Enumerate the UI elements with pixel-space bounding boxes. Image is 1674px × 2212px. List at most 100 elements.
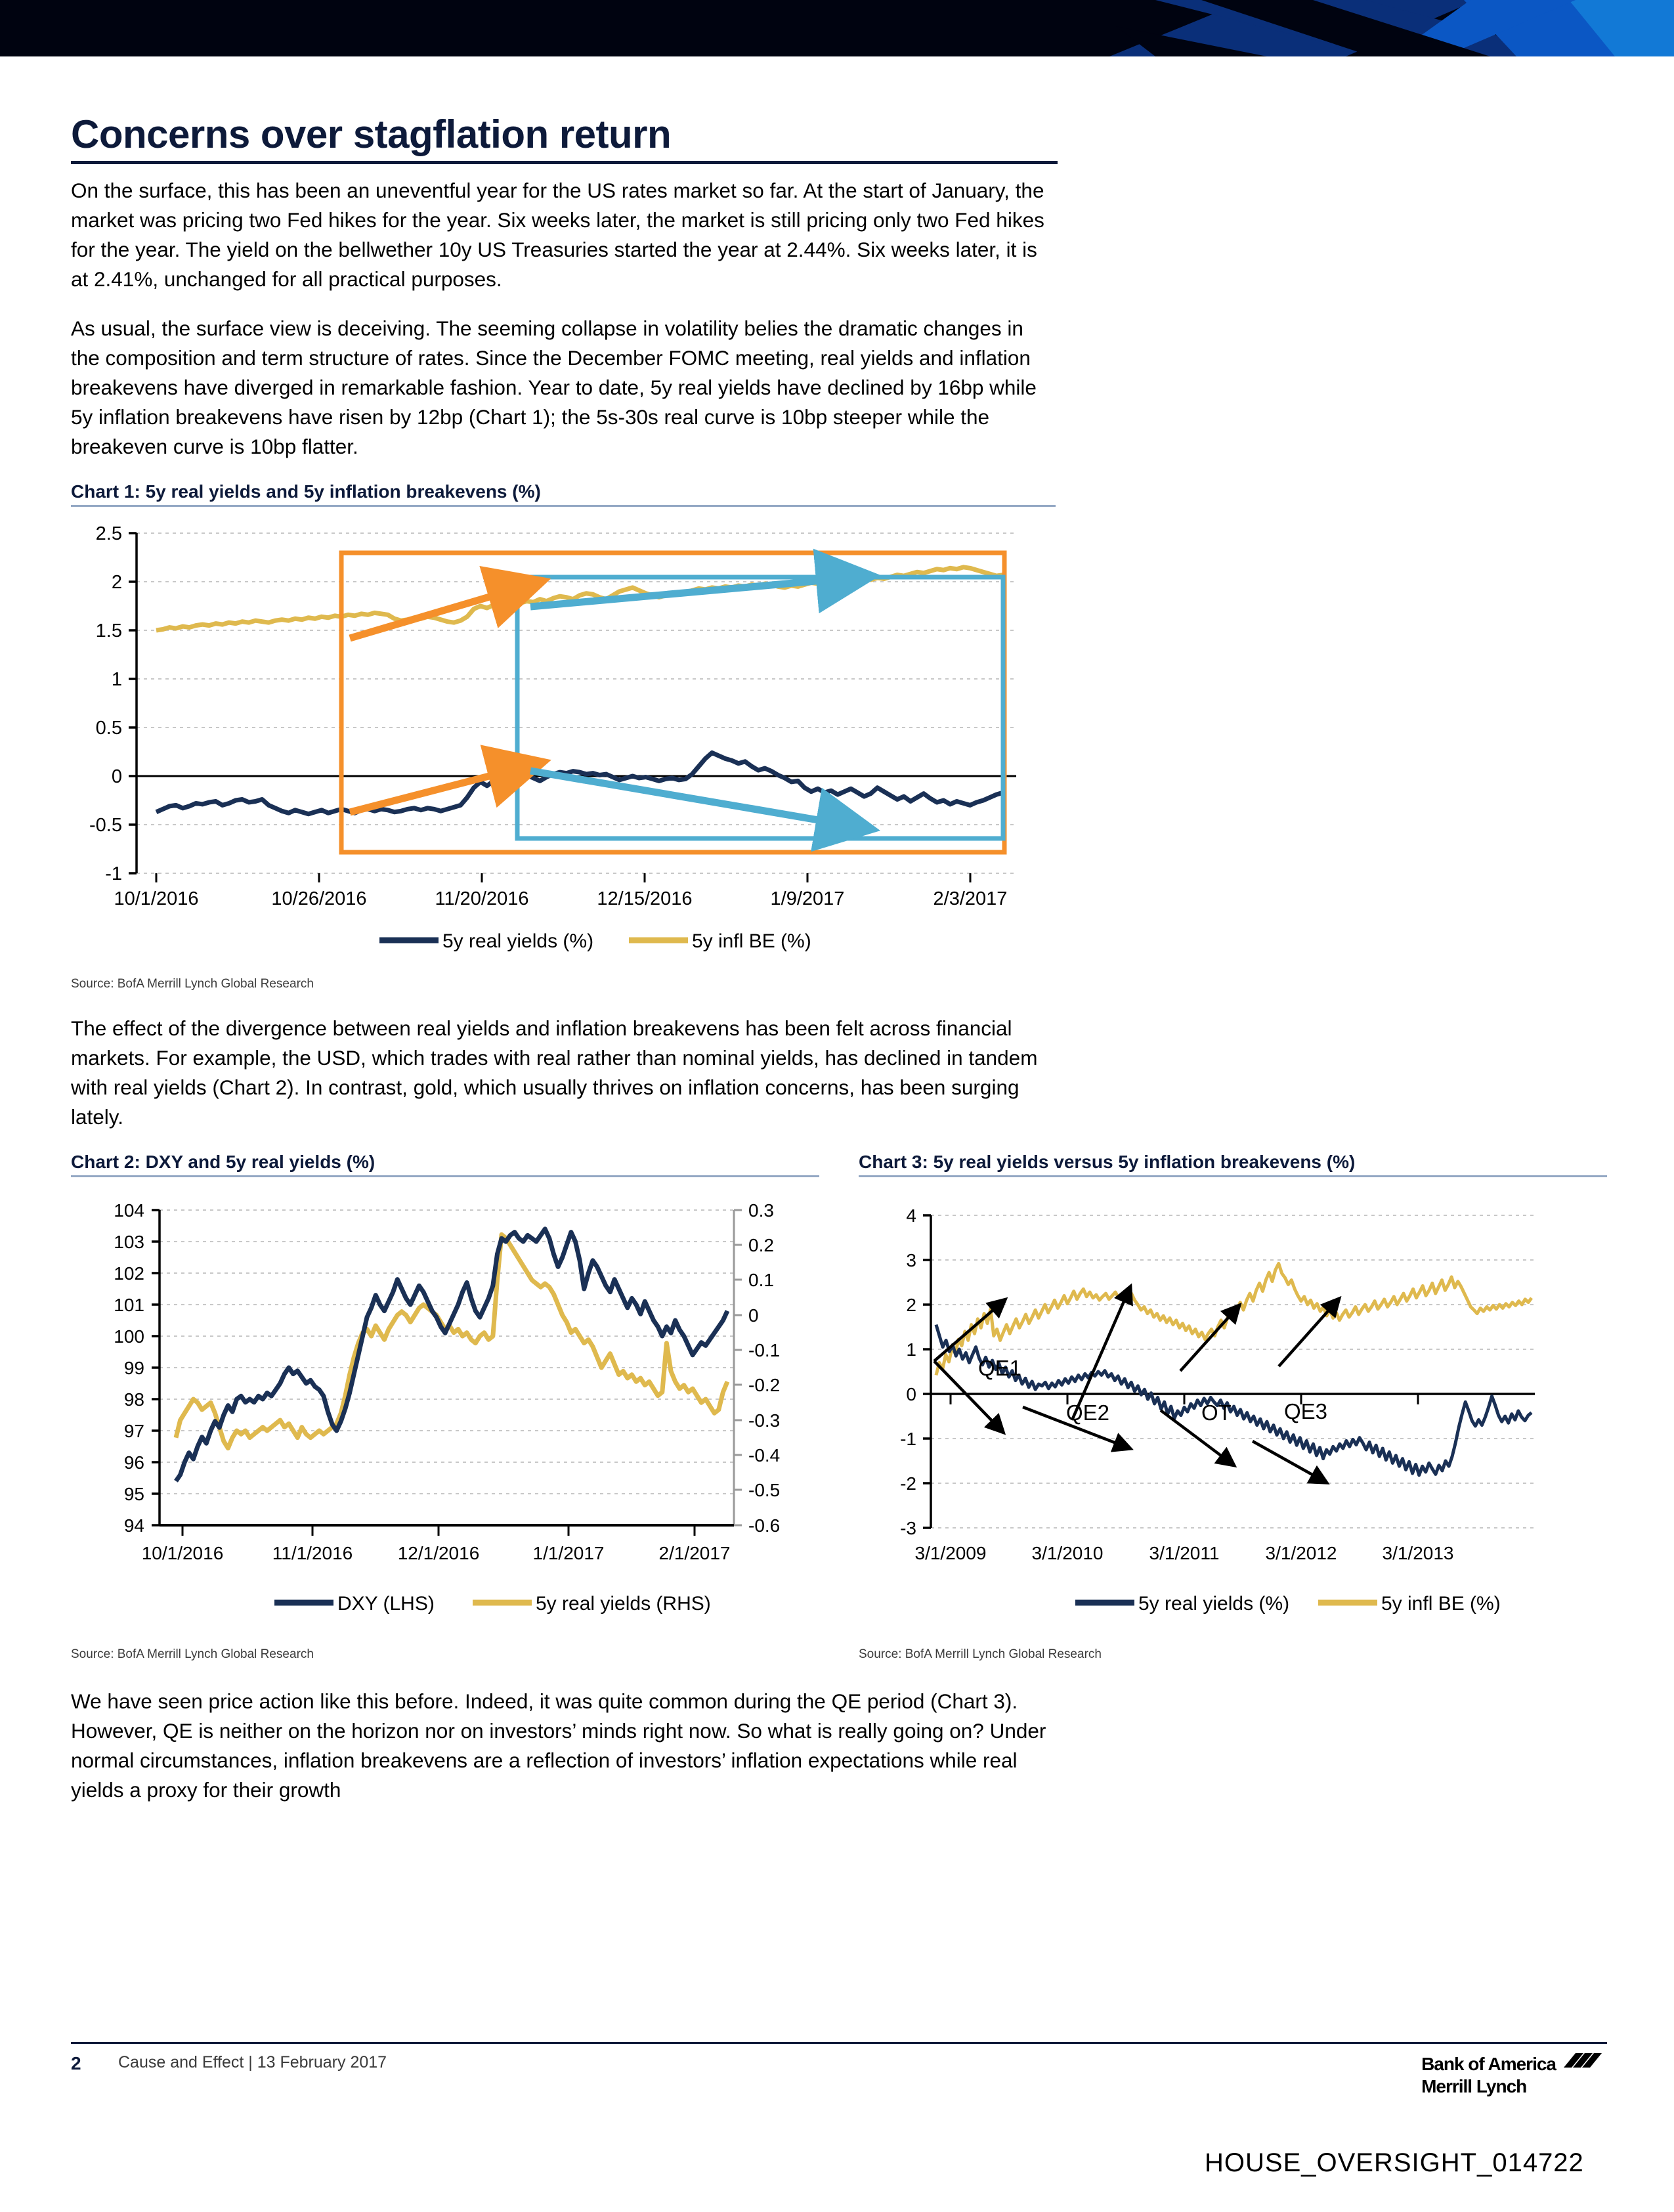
chart-1-title: Chart 1: 5y real yields and 5y inflation… — [71, 481, 541, 502]
chart-1-orange-arrow-upper — [349, 565, 551, 642]
flagscape-icon — [1564, 2053, 1602, 2068]
y-tick: 1 — [112, 669, 122, 690]
y-tick: -0.5 — [89, 815, 122, 836]
chart-2-y-labels-right: 0.3 0.2 0.1 0 -0.1 -0.2 -0.3 -0.4 -0.5 -… — [748, 1200, 780, 1536]
x-tick: 10/1/2016 — [114, 888, 198, 909]
chart-3-series-real-yields — [934, 1324, 1533, 1477]
chart-3-y-labels: 4 3 2 1 0 -1 -2 -3 — [900, 1205, 916, 1538]
arrow-qe2-up — [1070, 1283, 1133, 1421]
x-tick: 12/1/2016 — [398, 1543, 480, 1563]
bates-stamp: HOUSE_OVERSIGHT_014722 — [1205, 2148, 1584, 2177]
arrow-qe2-down — [1022, 1405, 1134, 1452]
chart-1-orange-arrow-lower — [349, 745, 551, 816]
chart-1-blue-box — [515, 575, 1006, 841]
chart-1-source: Source: BofA Merrill Lynch Global Resear… — [71, 977, 314, 991]
chart-2-source: Source: BofA Merrill Lynch Global Resear… — [71, 1647, 314, 1661]
paragraph-4: We have seen price action like this befo… — [71, 1689, 1046, 1802]
y-tick: 0 — [112, 766, 122, 787]
x-tick: 10/26/2016 — [271, 888, 366, 909]
annotation-qe1: QE1 — [978, 1356, 1021, 1380]
chart-1-blue-arrow-upper — [530, 548, 881, 614]
y2-tick: 0 — [748, 1305, 759, 1326]
y-tick: 4 — [906, 1205, 916, 1226]
y-tick: 96 — [124, 1452, 144, 1473]
chart-3-x-ticks — [949, 1394, 1419, 1404]
y-tick: 104 — [114, 1200, 144, 1221]
chart-2-y-labels-left: 104 103 102 101 100 99 98 97 96 95 94 — [114, 1200, 144, 1536]
x-tick: 10/1/2016 — [142, 1543, 224, 1563]
annotation-qe2: QE2 — [1066, 1400, 1109, 1425]
y-tick: 101 — [114, 1295, 144, 1315]
chart-2-rule — [71, 1175, 819, 1177]
arrow-ot-down — [1159, 1409, 1237, 1468]
chart-2-x-labels: 10/1/2016 11/1/2016 12/1/2016 1/1/2017 2… — [142, 1543, 731, 1563]
legend-label-dxy: DXY (LHS) — [337, 1593, 435, 1615]
chart-1-gridlines — [137, 532, 1016, 874]
y-tick: 0.5 — [96, 718, 122, 739]
chart-1-block: Chart 1: 5y real yields and 5y inflation… — [71, 481, 1056, 991]
chart-2-gridlines — [160, 1209, 734, 1494]
paragraph-3: The effect of the divergence between rea… — [71, 1016, 1038, 1129]
x-tick: 2/3/2017 — [934, 888, 1008, 909]
title-rule — [71, 161, 1058, 164]
y-tick: 102 — [114, 1263, 144, 1284]
y-tick: -3 — [900, 1518, 916, 1538]
chart-3-annotation-arrows — [933, 1283, 1342, 1485]
chart-1-legend: 5y real yields (%) 5y infl BE (%) — [379, 930, 811, 952]
y-tick: 3 — [906, 1250, 916, 1270]
x-tick: 3/1/2013 — [1383, 1543, 1454, 1563]
y-tick: 100 — [114, 1326, 144, 1347]
page-title: Concerns over stagflation return — [71, 112, 672, 156]
chart-2-legend: DXY (LHS) 5y real yields (RHS) — [274, 1593, 711, 1615]
footer-doc-line: Cause and Effect | 13 February 2017 — [118, 2053, 387, 2071]
chart-3-source: Source: BofA Merrill Lynch Global Resear… — [859, 1647, 1102, 1661]
y2-tick: -0.3 — [748, 1410, 780, 1431]
banner-graphic — [0, 0, 1674, 56]
chart-1-series-real-yields — [155, 750, 1004, 817]
y-tick: -1 — [900, 1429, 916, 1449]
x-tick: 3/1/2011 — [1149, 1543, 1220, 1563]
chart-2-plot: 104 103 102 101 100 99 98 97 96 95 94 — [114, 1200, 780, 1615]
x-tick: 11/1/2016 — [272, 1543, 353, 1563]
y-tick: 0 — [906, 1384, 916, 1404]
chart-1-plot: 2.5 2 1.5 1 0.5 0 -0.5 -1 10/1/2016 10/2… — [89, 523, 1016, 952]
legend-label-infl-be: 5y infl BE (%) — [692, 930, 811, 952]
x-tick: 12/15/2016 — [597, 888, 692, 909]
logo-line-2: Merrill Lynch — [1421, 2076, 1527, 2096]
y2-tick: -0.2 — [748, 1375, 780, 1395]
y2-tick: -0.5 — [748, 1480, 780, 1500]
paragraph-1: On the surface, this has been an unevent… — [71, 179, 1044, 291]
y-tick: 1 — [906, 1339, 916, 1360]
arrow-ot-up — [1179, 1302, 1242, 1372]
charts-row: Chart 2: DXY and 5y real yields (%) — [71, 1152, 1607, 1662]
arrow-qe1-up — [933, 1297, 1008, 1362]
y-tick: 1.5 — [96, 620, 122, 641]
arrow-qe3-down — [1251, 1440, 1330, 1485]
y2-tick: 0.3 — [748, 1200, 774, 1221]
y2-tick: 0.1 — [748, 1270, 774, 1290]
y-tick: 94 — [124, 1515, 144, 1536]
annotation-ot: OT — [1201, 1400, 1232, 1425]
chart-1-y-labels: 2.5 2 1.5 1 0.5 0 -0.5 -1 — [89, 523, 122, 884]
legend-label-infl-be: 5y infl BE (%) — [1381, 1593, 1501, 1615]
chart-1-blue-arrow-lower — [530, 767, 881, 852]
arrow-qe3-up — [1277, 1295, 1342, 1368]
legend-label-real-yields: 5y real yields (%) — [1138, 1593, 1289, 1615]
x-tick: 1/9/2017 — [771, 888, 845, 909]
y-tick: 97 — [124, 1421, 144, 1441]
legend-label-real-yields: 5y real yields (%) — [442, 930, 593, 952]
chart-3-x-labels: 3/1/2009 3/1/2010 3/1/2011 3/1/2012 3/1/… — [915, 1543, 1454, 1563]
chart-2-y-ticks-left — [152, 1209, 160, 1527]
x-tick: 1/1/2017 — [533, 1543, 605, 1563]
chart-2-series-real-yields — [173, 1232, 730, 1451]
y2-tick: -0.6 — [748, 1515, 780, 1536]
x-tick: 3/1/2010 — [1032, 1543, 1104, 1563]
footer-rule — [71, 2042, 1607, 2044]
chart-2-title: Chart 2: DXY and 5y real yields (%) — [71, 1152, 376, 1172]
legend-label-real-yields: 5y real yields (RHS) — [536, 1593, 711, 1615]
chart-3-title: Chart 3: 5y real yields versus 5y inflat… — [859, 1152, 1356, 1172]
annotation-qe3: QE3 — [1284, 1399, 1327, 1423]
chart-3-annotation-labels: QE1 QE2 OT QE3 — [978, 1356, 1327, 1425]
page-footer: 2 Cause and Effect | 13 February 2017 Ba… — [71, 2042, 1607, 2098]
y2-tick: 0.2 — [748, 1235, 774, 1255]
